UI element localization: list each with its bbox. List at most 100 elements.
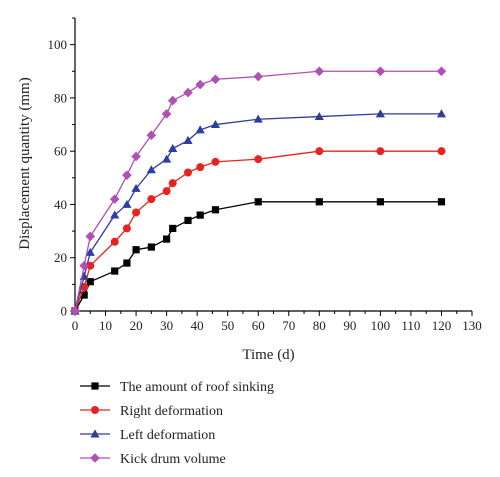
data-point [253,114,263,123]
data-point [86,278,94,286]
data-point [110,210,120,219]
data-point [163,235,171,243]
data-point [132,246,140,254]
series-line [74,201,442,312]
data-point [146,130,157,140]
data-point [253,71,264,82]
y-tick-label: 100 [48,37,68,52]
data-point [169,224,177,233]
series-3 [70,109,447,315]
x-tick-label: 0 [72,318,79,333]
legend-marker [91,382,99,390]
data-point [314,111,324,121]
series-layer [70,66,447,316]
legend-item: Right deformation [80,404,223,419]
y-tick-label: 60 [54,144,67,159]
axes: 0 10 20 30 40 50 60 70 80 90 100 110 120 130 0 20 40 60 80… [48,17,482,333]
data-point [131,183,141,192]
x-tick-label: 30 [160,318,173,333]
legend-label: Right deformation [120,404,223,419]
y-tick-label: 0 [61,304,68,319]
data-point [162,154,172,163]
data-point [436,66,447,77]
series-2 [71,147,446,315]
legend-label: Kick drum volume [120,452,226,467]
data-point [254,155,263,164]
data-point [123,259,131,267]
y-tick-label: 80 [54,90,67,105]
data-point [111,267,119,275]
data-point [183,87,193,98]
data-point [210,119,221,128]
legend-item: Left deformation [80,428,215,443]
data-point [184,216,192,225]
data-point [195,125,205,134]
series-line [74,113,442,312]
data-point [85,231,96,242]
legend-label: Left deformation [120,428,215,443]
y-tick-label: 20 [54,250,67,265]
data-point [183,168,192,177]
x-tick-label: 60 [252,318,265,333]
data-point [195,79,206,90]
x-tick-label: 130 [462,318,482,333]
data-point [437,147,446,156]
y-tick-label: 40 [54,197,67,212]
legend-item: Kick drum volume [80,452,226,467]
data-point [167,95,178,106]
data-point [168,143,178,152]
legend-marker [90,429,100,438]
data-point [86,261,95,270]
data-point [79,260,89,271]
data-point [375,66,386,77]
x-tick-label: 10 [99,318,112,333]
legend-marker [91,406,99,414]
data-point [161,109,172,119]
x-tick-label: 40 [191,318,204,333]
data-point [254,198,262,206]
data-point [211,157,220,166]
x-tick-label: 80 [313,318,326,333]
x-tick-label: 120 [432,318,452,333]
data-point [183,135,193,144]
series-1 [71,198,446,315]
data-point [131,151,141,162]
x-tick-label: 90 [343,318,356,333]
data-point [162,187,171,196]
data-point [147,195,156,204]
data-point [314,66,325,77]
data-point [110,237,119,246]
data-point [210,74,221,85]
series-line [74,70,442,312]
data-point [375,109,385,118]
data-point [376,147,385,156]
data-point [168,179,177,188]
data-point [436,109,447,118]
data-point [70,306,80,316]
data-point [132,208,141,217]
data-point [315,198,323,206]
data-point [196,163,205,172]
legend-label: The amount of roof sinking [120,380,274,395]
y-axis-title: Displacement quantity (mm) [17,77,33,249]
x-tick-label: 70 [282,318,295,333]
x-axis-title: Time (d) [242,347,294,363]
data-point [122,199,132,208]
x-tick-label: 110 [401,318,420,333]
data-point [146,165,156,174]
data-point [211,206,220,214]
series-4 [70,66,447,316]
series-line [74,150,442,312]
x-tick-label: 100 [371,318,391,333]
data-point [376,198,384,206]
data-point [147,243,155,251]
x-tick-label: 20 [130,318,143,333]
data-point [437,198,446,206]
data-point [122,224,131,233]
data-point [196,211,204,219]
data-point [109,194,120,204]
data-point [80,291,88,299]
legend-marker [90,453,100,463]
data-point [122,170,132,180]
